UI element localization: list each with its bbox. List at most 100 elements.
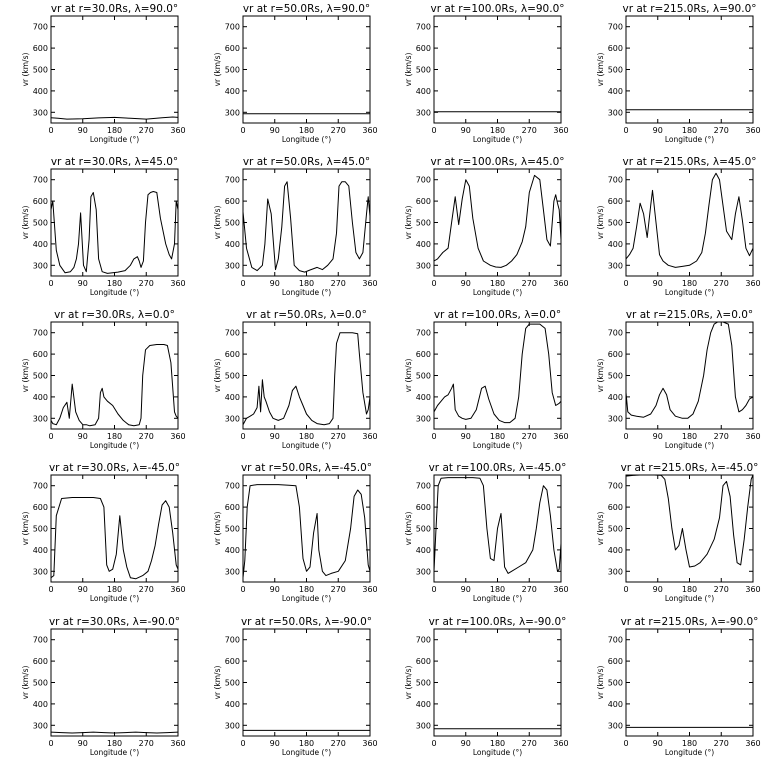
y-axis-label: vr (km/s)	[596, 206, 605, 240]
x-tick-label: 90	[270, 585, 280, 594]
panel-3-1: vr at r=50.0Rs, λ=-45.0° 0 90 180 270 360 300 4…	[213, 462, 378, 603]
x-tick-label: 90	[78, 585, 88, 594]
panel-title: vr at r=215.0Rs, λ=0.0°	[626, 309, 753, 321]
x-axis-label: Longitude (°)	[282, 441, 331, 450]
y-tick-label: 400	[33, 700, 48, 709]
y-tick-label: 400	[608, 240, 623, 249]
y-axis-label: vr (km/s)	[213, 359, 222, 393]
y-tick-label: 400	[416, 87, 431, 96]
y-tick-label: 600	[608, 503, 623, 512]
y-axis-label: vr (km/s)	[596, 512, 605, 546]
panel-title: vr at r=100.0Rs, λ=0.0°	[434, 309, 561, 321]
x-tick-label: 180	[490, 432, 505, 441]
y-tick-label: 400	[225, 87, 240, 96]
panel-title: vr at r=215.0Rs, λ=-45.0°	[621, 462, 759, 474]
y-tick-label: 600	[416, 657, 431, 666]
y-tick-label: 400	[225, 240, 240, 249]
panel-title: vr at r=30.0Rs, λ=0.0°	[54, 309, 175, 321]
y-tick-label: 700	[33, 329, 48, 338]
x-axis-label: Longitude (°)	[473, 594, 522, 603]
x-tick-label: 270	[522, 279, 537, 288]
x-tick-label: 360	[553, 432, 568, 441]
x-tick-label: 180	[299, 739, 314, 748]
y-tick-label: 600	[33, 503, 48, 512]
plot-frame	[50, 168, 179, 277]
x-tick-label: 0	[240, 126, 245, 135]
x-tick-label: 270	[331, 126, 346, 135]
plot-frame	[242, 628, 371, 737]
y-tick-label: 300	[33, 414, 48, 423]
x-tick-label: 360	[362, 126, 377, 135]
y-tick-label: 600	[416, 503, 431, 512]
x-tick-label: 0	[431, 126, 436, 135]
y-axis-label: vr (km/s)	[404, 53, 413, 87]
panel-title: vr at r=30.0Rs, λ=45.0°	[51, 156, 178, 168]
y-tick-label: 400	[33, 393, 48, 402]
x-tick-label: 0	[240, 585, 245, 594]
y-tick-label: 500	[225, 372, 240, 381]
y-tick-label: 300	[225, 721, 240, 730]
y-axis-label: vr (km/s)	[213, 512, 222, 546]
y-tick-label: 400	[416, 546, 431, 555]
y-tick-label: 300	[416, 721, 431, 730]
y-tick-label: 500	[416, 66, 431, 75]
y-tick-label: 300	[33, 567, 48, 576]
x-tick-label: 360	[362, 432, 377, 441]
x-tick-label: 90	[270, 279, 280, 288]
panel-0-2: vr at r=100.0Rs, λ=90.0° 0 90 180 270 360 300 4…	[404, 3, 569, 144]
x-tick-label: 0	[623, 432, 628, 441]
y-tick-label: 700	[416, 329, 431, 338]
x-axis-label: Longitude (°)	[282, 748, 331, 757]
y-tick-label: 400	[416, 700, 431, 709]
x-tick-label: 270	[714, 585, 729, 594]
x-tick-label: 360	[553, 739, 568, 748]
y-axis-label: vr (km/s)	[21, 359, 30, 393]
panel-0-1: vr at r=50.0Rs, λ=90.0° 0 90 180 270 360 300 40…	[213, 3, 378, 144]
plot-frame	[433, 321, 562, 430]
x-tick-label: 270	[522, 585, 537, 594]
plot-frame	[242, 168, 371, 277]
x-tick-label: 180	[107, 739, 122, 748]
x-tick-label: 90	[270, 126, 280, 135]
y-tick-label: 600	[608, 657, 623, 666]
x-axis-label: Longitude (°)	[665, 135, 714, 144]
panel-title: vr at r=50.0Rs, λ=-45.0°	[241, 462, 372, 474]
y-axis-label: vr (km/s)	[21, 53, 30, 87]
x-tick-label: 360	[362, 279, 377, 288]
x-tick-label: 180	[682, 126, 697, 135]
plot-frame	[50, 628, 179, 737]
y-tick-label: 400	[225, 546, 240, 555]
y-tick-label: 600	[416, 44, 431, 53]
x-tick-label: 0	[48, 126, 53, 135]
panel-title: vr at r=50.0Rs, λ=-90.0°	[241, 616, 372, 628]
panel-1-0: vr at r=30.0Rs, λ=45.0° 0 90 180 270 360 300 40…	[21, 156, 186, 297]
series-line	[433, 477, 562, 574]
plot-frame	[242, 15, 371, 124]
x-tick-label: 270	[139, 739, 154, 748]
x-tick-label: 180	[682, 432, 697, 441]
x-axis-label: Longitude (°)	[90, 135, 139, 144]
x-tick-label: 180	[299, 126, 314, 135]
y-tick-label: 700	[225, 329, 240, 338]
panel-1-2: vr at r=100.0Rs, λ=45.0° 0 90 180 270 360 300 4…	[404, 156, 569, 297]
y-axis-label: vr (km/s)	[21, 512, 30, 546]
y-tick-label: 400	[608, 700, 623, 709]
y-tick-label: 700	[33, 482, 48, 491]
series-line	[50, 731, 179, 734]
x-axis-label: Longitude (°)	[282, 288, 331, 297]
x-tick-label: 270	[522, 126, 537, 135]
x-tick-label: 360	[362, 585, 377, 594]
x-tick-label: 90	[653, 279, 663, 288]
y-tick-label: 300	[608, 721, 623, 730]
y-tick-label: 700	[225, 636, 240, 645]
y-tick-label: 600	[225, 197, 240, 206]
x-tick-label: 90	[270, 739, 280, 748]
plot-frame	[625, 628, 754, 737]
y-tick-label: 700	[225, 482, 240, 491]
x-tick-label: 360	[745, 432, 760, 441]
panel-title: vr at r=30.0Rs, λ=-45.0°	[49, 462, 180, 474]
y-tick-label: 600	[33, 657, 48, 666]
series-line	[242, 181, 371, 273]
y-tick-label: 700	[225, 23, 240, 32]
x-tick-label: 360	[170, 739, 185, 748]
